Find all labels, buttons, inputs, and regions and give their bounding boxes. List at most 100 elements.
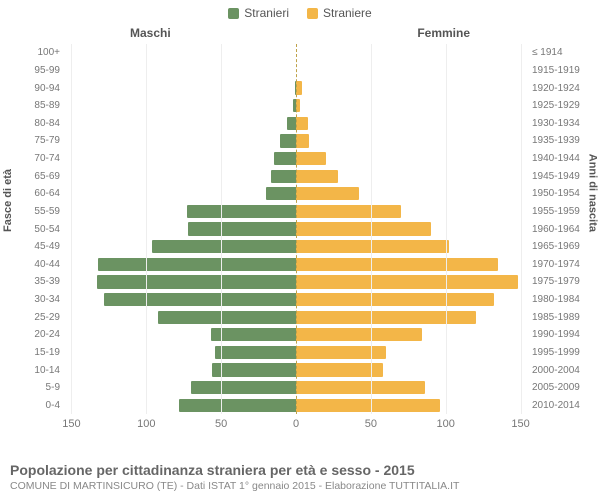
bar-female <box>296 293 494 306</box>
age-label: 90-94 <box>20 83 60 94</box>
age-label: 45-49 <box>20 241 60 252</box>
bar-female <box>296 258 498 271</box>
bar-female <box>296 222 431 235</box>
x-axis-ticks: 150 100 50 0 50 100 150 <box>64 418 528 432</box>
bar-male <box>187 205 296 218</box>
legend-label-female: Straniere <box>323 6 372 20</box>
bar-female <box>296 363 383 376</box>
gridline <box>521 44 522 414</box>
legend-label-male: Stranieri <box>244 6 289 20</box>
birth-year-label: 1990-1994 <box>532 329 590 340</box>
header-female: Femmine <box>417 26 470 40</box>
x-tick-label: 150 <box>62 418 80 430</box>
age-label: 100+ <box>20 47 60 58</box>
age-label: 60-64 <box>20 188 60 199</box>
bar-female <box>296 240 449 253</box>
age-label: 85-89 <box>20 100 60 111</box>
x-tick-label: 100 <box>436 418 454 430</box>
bar-male <box>271 170 296 183</box>
age-label: 15-19 <box>20 347 60 358</box>
bar-male <box>152 240 296 253</box>
bar-female <box>296 117 308 130</box>
header-male: Maschi <box>130 26 171 40</box>
bar-male <box>212 363 296 376</box>
bar-male <box>280 134 296 147</box>
birth-year-label: 1925-1929 <box>532 100 590 111</box>
legend-item-female: Straniere <box>307 6 372 20</box>
center-line <box>296 44 297 414</box>
bar-male <box>274 152 296 165</box>
bar-female <box>296 152 326 165</box>
bar-male <box>266 187 296 200</box>
birth-year-label: 1965-1969 <box>532 241 590 252</box>
y-axis-left-label: Fasce di età <box>2 169 14 232</box>
bar-female <box>296 346 386 359</box>
bar-male <box>287 117 296 130</box>
age-label: 25-29 <box>20 312 60 323</box>
birth-year-label: 2000-2004 <box>532 365 590 376</box>
birth-year-label: 1985-1989 <box>532 312 590 323</box>
x-tick-label: 150 <box>511 418 529 430</box>
bar-male <box>104 293 296 306</box>
age-label: 35-39 <box>20 276 60 287</box>
age-label: 10-14 <box>20 365 60 376</box>
bar-female <box>296 311 476 324</box>
gridline <box>371 44 372 414</box>
age-label: 50-54 <box>20 224 60 235</box>
bar-male <box>215 346 296 359</box>
age-label: 30-34 <box>20 294 60 305</box>
birth-year-label: 2005-2009 <box>532 382 590 393</box>
plot-area: 100+≤ 191495-991915-191990-941920-192485… <box>64 44 528 414</box>
birth-year-label: 1915-1919 <box>532 65 590 76</box>
age-label: 80-84 <box>20 118 60 129</box>
age-label: 95-99 <box>20 65 60 76</box>
bar-male <box>188 222 296 235</box>
birth-year-label: 1945-1949 <box>532 171 590 182</box>
bar-female <box>296 328 422 341</box>
birth-year-label: 1940-1944 <box>532 153 590 164</box>
chart-footer: Popolazione per cittadinanza straniera p… <box>10 462 590 492</box>
gridline <box>146 44 147 414</box>
bar-male <box>158 311 296 324</box>
legend: Stranieri Straniere <box>0 0 600 22</box>
bar-male <box>211 328 296 341</box>
birth-year-label: 1970-1974 <box>532 259 590 270</box>
bar-female <box>296 381 425 394</box>
gridline <box>221 44 222 414</box>
age-label: 40-44 <box>20 259 60 270</box>
age-label: 20-24 <box>20 329 60 340</box>
birth-year-label: 1935-1939 <box>532 135 590 146</box>
x-tick-label: 50 <box>215 418 227 430</box>
pyramid-chart: Maschi Femmine Fasce di età Anni di nasc… <box>0 22 600 442</box>
age-label: 70-74 <box>20 153 60 164</box>
age-label: 65-69 <box>20 171 60 182</box>
bar-female <box>296 399 440 412</box>
age-label: 5-9 <box>20 382 60 393</box>
birth-year-label: 1995-1999 <box>532 347 590 358</box>
birth-year-label: 1920-1924 <box>532 83 590 94</box>
chart-title: Popolazione per cittadinanza straniera p… <box>10 462 590 478</box>
age-label: 75-79 <box>20 135 60 146</box>
x-tick-label: 0 <box>293 418 299 430</box>
birth-year-label: 2010-2014 <box>532 400 590 411</box>
bar-male <box>191 381 296 394</box>
birth-year-label: 1950-1954 <box>532 188 590 199</box>
gridline <box>71 44 72 414</box>
swatch-male <box>228 8 239 19</box>
bar-female <box>296 275 518 288</box>
bar-male <box>179 399 296 412</box>
legend-item-male: Stranieri <box>228 6 289 20</box>
bar-female <box>296 205 401 218</box>
bar-female <box>296 187 359 200</box>
x-tick-label: 50 <box>365 418 377 430</box>
x-tick-label: 100 <box>137 418 155 430</box>
birth-year-label: 1980-1984 <box>532 294 590 305</box>
bar-male <box>98 258 296 271</box>
bar-male <box>97 275 296 288</box>
birth-year-label: 1955-1959 <box>532 206 590 217</box>
birth-year-label: 1960-1964 <box>532 224 590 235</box>
gridline <box>446 44 447 414</box>
age-label: 55-59 <box>20 206 60 217</box>
chart-subtitle: COMUNE DI MARTINSICURO (TE) - Dati ISTAT… <box>10 480 590 492</box>
birth-year-label: ≤ 1914 <box>532 47 590 58</box>
